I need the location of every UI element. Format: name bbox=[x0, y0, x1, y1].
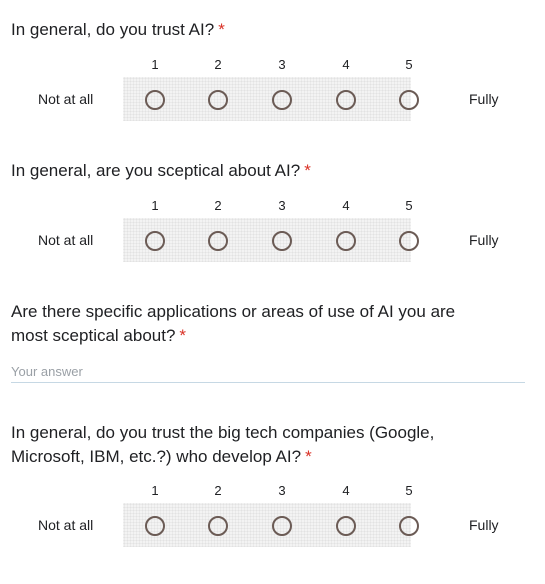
radio-option-2[interactable] bbox=[208, 231, 228, 251]
scale-low-label: Not at all bbox=[38, 517, 94, 533]
question-title-line-2: most sceptical about? * bbox=[11, 324, 531, 348]
question-sceptical-applications: Are there specific applications or areas… bbox=[11, 300, 531, 383]
question-title-text: In general, are you sceptical about AI? bbox=[11, 161, 301, 180]
question-title: In general, do you trust AI? * bbox=[11, 18, 531, 42]
radio-option-3[interactable] bbox=[272, 90, 292, 110]
question-title: Are there specific applications or areas… bbox=[11, 300, 531, 348]
scale-number-2: 2 bbox=[214, 198, 222, 213]
required-asterisk: * bbox=[305, 447, 312, 466]
scale-high-label: Fully bbox=[469, 91, 499, 107]
scale-numbers: 1 2 3 4 5 bbox=[11, 198, 531, 214]
scale-numbers: 1 2 3 4 5 bbox=[11, 483, 531, 499]
scale-numbers: 1 2 3 4 5 bbox=[11, 57, 531, 73]
scale-number-3: 3 bbox=[278, 198, 286, 213]
required-asterisk: * bbox=[304, 161, 311, 180]
scale-high-label: Fully bbox=[469, 232, 499, 248]
linear-scale: 1 2 3 4 5 Not at all Fully bbox=[11, 483, 531, 563]
scale-high-label: Fully bbox=[469, 517, 499, 533]
radio-band bbox=[123, 218, 411, 262]
scale-number-5: 5 bbox=[405, 198, 413, 213]
linear-scale: 1 2 3 4 5 Not at all Fully bbox=[11, 198, 531, 278]
scale-number-2: 2 bbox=[214, 57, 222, 72]
question-title-line-1: In general, do you trust the big tech co… bbox=[11, 423, 435, 442]
scale-low-label: Not at all bbox=[38, 232, 94, 248]
radio-option-3[interactable] bbox=[272, 231, 292, 251]
scale-number-5: 5 bbox=[405, 483, 413, 498]
required-asterisk: * bbox=[218, 20, 225, 39]
question-title-text: Microsoft, IBM, etc.?) who develop AI? bbox=[11, 447, 302, 466]
question-trust-ai: In general, do you trust AI? * 1 2 3 4 5 … bbox=[11, 18, 531, 121]
radio-option-4[interactable] bbox=[336, 231, 356, 251]
radio-option-5[interactable] bbox=[399, 516, 419, 536]
answer-input[interactable] bbox=[11, 360, 525, 383]
scale-number-1: 1 bbox=[151, 57, 159, 72]
question-title-text: In general, do you trust AI? bbox=[11, 20, 215, 39]
scale-number-5: 5 bbox=[405, 57, 413, 72]
question-trust-big-tech: In general, do you trust the big tech co… bbox=[11, 421, 531, 547]
radio-option-1[interactable] bbox=[145, 516, 165, 536]
radio-option-2[interactable] bbox=[208, 90, 228, 110]
scale-number-4: 4 bbox=[342, 483, 350, 498]
scale-number-1: 1 bbox=[151, 198, 159, 213]
question-title: In general, do you trust the big tech co… bbox=[11, 421, 531, 469]
radio-option-4[interactable] bbox=[336, 90, 356, 110]
scale-number-3: 3 bbox=[278, 483, 286, 498]
radio-band bbox=[123, 77, 411, 121]
question-title-line-2: Microsoft, IBM, etc.?) who develop AI? * bbox=[11, 445, 531, 469]
radio-option-1[interactable] bbox=[145, 90, 165, 110]
radio-option-1[interactable] bbox=[145, 231, 165, 251]
question-title-line-1: Are there specific applications or areas… bbox=[11, 302, 456, 321]
linear-scale: 1 2 3 4 5 Not at all Fully bbox=[11, 57, 531, 137]
radio-option-3[interactable] bbox=[272, 516, 292, 536]
question-title-text: most sceptical about? bbox=[11, 326, 176, 345]
scale-number-3: 3 bbox=[278, 57, 286, 72]
scale-low-label: Not at all bbox=[38, 91, 94, 107]
scale-number-4: 4 bbox=[342, 57, 350, 72]
radio-band bbox=[123, 503, 411, 547]
required-asterisk: * bbox=[179, 326, 187, 345]
scale-number-1: 1 bbox=[151, 483, 159, 498]
scale-number-2: 2 bbox=[214, 483, 222, 498]
radio-option-5[interactable] bbox=[399, 231, 419, 251]
radio-option-5[interactable] bbox=[399, 90, 419, 110]
question-sceptical-ai: In general, are you sceptical about AI? *… bbox=[11, 159, 531, 262]
question-title: In general, are you sceptical about AI? * bbox=[11, 159, 531, 183]
radio-option-2[interactable] bbox=[208, 516, 228, 536]
scale-number-4: 4 bbox=[342, 198, 350, 213]
radio-option-4[interactable] bbox=[336, 516, 356, 536]
